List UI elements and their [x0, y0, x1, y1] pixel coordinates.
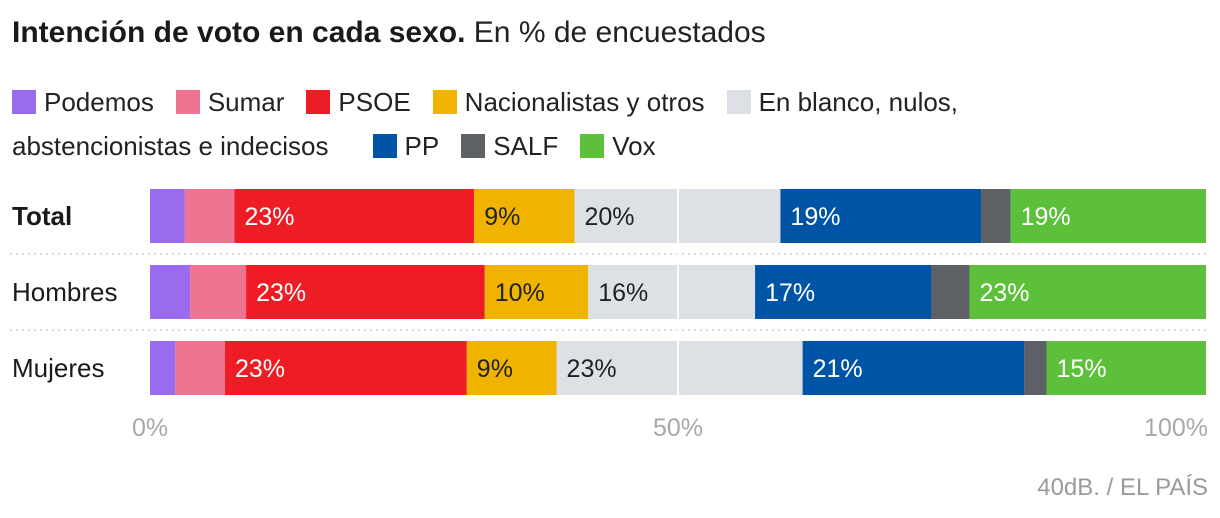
legend-label: Sumar: [207, 87, 285, 117]
legend-item: SALF: [461, 124, 558, 168]
legend-item: PSOE: [306, 80, 411, 124]
data-label: 19%: [790, 203, 840, 231]
legend-item: PP: [372, 124, 440, 168]
bar-segment: [969, 265, 1206, 319]
bar-segment: [150, 265, 191, 319]
legend-swatch: [175, 90, 200, 114]
bar-segment: [981, 189, 1011, 243]
bar-segment: [1046, 341, 1206, 395]
chart-subtitle: En % de encuestados: [473, 16, 766, 49]
bar-segment: [190, 265, 247, 319]
bar-segment: [466, 341, 557, 395]
x-tick-label: 0%: [132, 414, 168, 442]
bar-segment: [474, 189, 575, 243]
data-label: 17%: [765, 279, 815, 307]
legend-label: PSOE: [338, 87, 411, 117]
legend-swatch: [372, 134, 397, 158]
legend-swatch: [726, 90, 751, 114]
bar-segment: [150, 189, 185, 243]
data-label: 9%: [484, 203, 520, 231]
legend-label: Nacionalistas y otros: [464, 87, 705, 117]
chart-title: Intención de voto en cada sexo.: [12, 16, 466, 49]
data-label: 19%: [1021, 203, 1071, 231]
category-label: Mujeres: [12, 353, 104, 383]
bar-segment: [1010, 189, 1206, 243]
bar-segment: [150, 341, 176, 395]
data-label: 10%: [495, 279, 545, 307]
data-label: 15%: [1057, 355, 1107, 383]
legend-label: Vox: [612, 131, 656, 161]
chart-legend: Podemos Sumar PSOE Nacionalistas y otros En …: [12, 80, 1092, 168]
bar-segment: [556, 341, 803, 395]
legend-item: Sumar: [175, 80, 285, 124]
data-label: 23%: [235, 355, 285, 383]
bar-segment: [755, 265, 932, 319]
legend-item: En blanco, nulos, abstencionistas e inde…: [12, 87, 958, 161]
legend-label: Podemos: [44, 87, 154, 117]
bar-segment: [184, 189, 235, 243]
legend-item: Nacionalistas y otros: [432, 80, 705, 124]
bar-segment: [802, 341, 1025, 395]
bar-segment: [1024, 341, 1047, 395]
legend-swatch: [12, 90, 36, 114]
legend-swatch: [432, 90, 457, 114]
chart-title-line: Intención de voto en cada sexo. En % de …: [12, 14, 766, 52]
bar-segment: [484, 265, 589, 319]
bar-segment: [588, 265, 756, 319]
bar-segment: [931, 265, 970, 319]
data-label: 20%: [585, 203, 635, 231]
legend-swatch: [306, 90, 331, 114]
bar-segment: [234, 189, 475, 243]
x-tick-label: 50%: [653, 414, 703, 442]
x-tick-label: 100%: [1144, 414, 1208, 442]
data-label: 23%: [979, 279, 1029, 307]
legend-swatch: [461, 134, 486, 158]
bar-segment: [175, 341, 225, 395]
data-label: 21%: [813, 355, 863, 383]
bar-segment: [246, 265, 485, 319]
data-label: 23%: [256, 279, 306, 307]
legend-label: SALF: [493, 131, 559, 161]
data-label: 23%: [567, 355, 617, 383]
data-label: 23%: [244, 203, 294, 231]
legend-swatch: [580, 134, 605, 158]
legend-item: Vox: [580, 124, 656, 168]
bar-segment: [224, 341, 467, 395]
category-label: Hombres: [12, 277, 117, 307]
legend-item: Podemos: [12, 80, 154, 124]
legend-label: PP: [404, 131, 440, 161]
data-label: 16%: [598, 279, 648, 307]
legend-label: En blanco, nulos, abstencionistas e inde…: [12, 87, 959, 161]
data-label: 9%: [477, 355, 513, 383]
category-label: Total: [12, 201, 72, 231]
source-credit: 40dB. / EL PAÍS: [1037, 474, 1208, 501]
bar-segment: [780, 189, 982, 243]
